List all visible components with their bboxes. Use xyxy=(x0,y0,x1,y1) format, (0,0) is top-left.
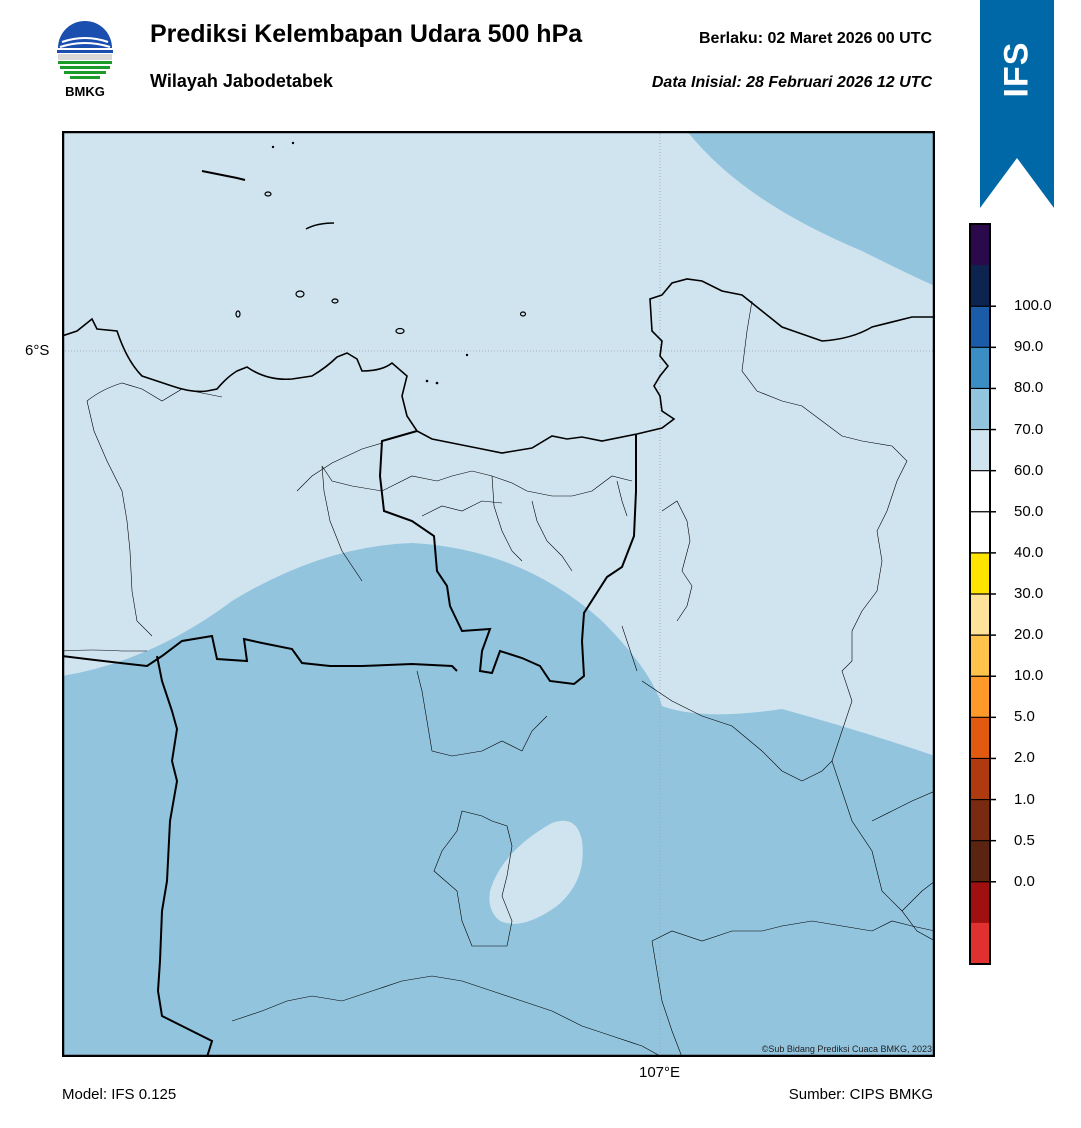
colorbar-cell xyxy=(970,429,990,472)
colorbar-cell xyxy=(970,922,990,965)
humidity-map xyxy=(61,130,936,1058)
colorbar-tick-label: 100.0 xyxy=(1014,297,1052,315)
map-subtitle: Wilayah Jabodetabek xyxy=(150,71,333,91)
colorbar-tick-label: 50.0 xyxy=(1014,502,1044,520)
humidity-field-light-patch xyxy=(489,820,583,924)
map-frame xyxy=(61,130,936,1058)
colorbar-tick-label: 0.5 xyxy=(1014,831,1035,849)
jabodetabek-boundary xyxy=(378,430,637,686)
colorbar-tick-label: 40.0 xyxy=(1014,543,1044,561)
island xyxy=(331,298,339,304)
source-label: Sumber: CIPS BMKG xyxy=(788,1086,933,1103)
island xyxy=(295,290,305,298)
island xyxy=(201,170,246,181)
lon-label: 107°E xyxy=(639,1064,681,1081)
island xyxy=(264,191,272,197)
colorbar-cell xyxy=(970,306,990,348)
jabodetabek-boundary-south xyxy=(61,634,458,672)
colorbar-tick-label: 2.0 xyxy=(1014,749,1035,767)
regency-boundaries xyxy=(61,300,936,1058)
map-title: Prediksi Kelembapan Udara 500 hPa xyxy=(150,20,583,48)
colorbar-tick-label: 70.0 xyxy=(1014,420,1044,438)
colorbar-tick-label: 90.0 xyxy=(1014,338,1044,356)
island xyxy=(425,379,429,383)
colorbar-cell xyxy=(970,840,990,883)
colorbar-tick-label: 20.0 xyxy=(1014,626,1044,644)
bmkg-logo-icon xyxy=(52,20,118,104)
colorbar-cell xyxy=(970,799,990,842)
colorbar-cell xyxy=(970,594,990,636)
colorbar-cell xyxy=(970,511,990,554)
colorbar-tick-label: 10.0 xyxy=(1014,667,1044,685)
colorbar-tick-label: 80.0 xyxy=(1014,379,1044,397)
colorbar-tick-label: 1.0 xyxy=(1014,790,1035,808)
colorbar-tick-label: 30.0 xyxy=(1014,585,1044,602)
colorbar-cell xyxy=(970,224,990,266)
colorbar-cell xyxy=(970,347,990,389)
island xyxy=(305,222,335,230)
lat-label: 6°S xyxy=(25,342,50,359)
colorbar-cell xyxy=(970,265,990,307)
island xyxy=(395,327,405,335)
colorbar-cell xyxy=(970,470,990,513)
colorbar-cell xyxy=(970,552,990,595)
island xyxy=(519,311,527,317)
colorbar-tick-label: 5.0 xyxy=(1014,708,1035,726)
ifs-ribbon xyxy=(980,0,1054,208)
island xyxy=(291,141,295,145)
logo-text: BMKG xyxy=(65,84,105,99)
humidity-field-dark-ne xyxy=(687,131,935,286)
colorbar-cell xyxy=(970,881,990,924)
ifs-ribbon-label: IFS xyxy=(997,41,1036,98)
colorbar-cell xyxy=(970,758,990,801)
island xyxy=(271,145,275,149)
humidity-field-dark-south xyxy=(62,543,935,1057)
island xyxy=(435,381,439,385)
province-boundary xyxy=(156,655,214,1058)
island xyxy=(465,353,469,357)
colorbar-cell xyxy=(970,676,990,718)
colorbar-cell xyxy=(970,388,990,431)
island xyxy=(235,310,241,318)
map-credit: ©Sub Bidang Prediksi Cuaca BMKG, 2023 xyxy=(761,1044,932,1054)
colorbar-tick-label: 0.0 xyxy=(1014,872,1035,890)
colorbar-cell xyxy=(970,635,990,677)
init-time: Data Inisial: 28 Februari 2026 12 UTC xyxy=(651,74,932,91)
colorbar-cell xyxy=(970,717,990,759)
colorbar-tick-label: 60.0 xyxy=(1014,461,1044,479)
colorbar-frame xyxy=(969,223,991,965)
colorbar xyxy=(960,220,1081,970)
model-label: Model: IFS 0.125 xyxy=(62,1086,177,1103)
valid-time: Berlaku: 02 Maret 2026 00 UTC xyxy=(699,30,932,47)
